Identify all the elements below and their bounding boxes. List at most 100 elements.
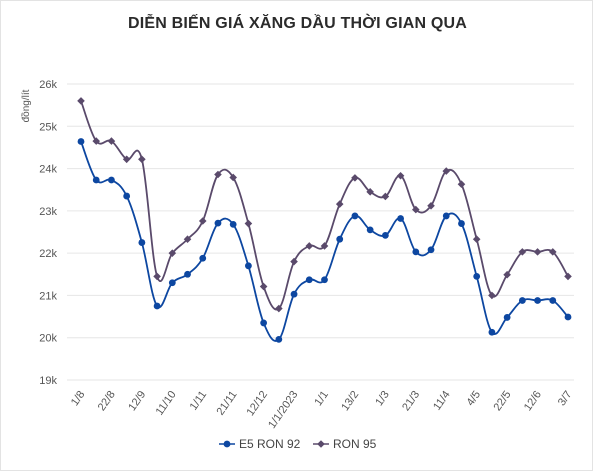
data-point[interactable] (275, 304, 283, 313)
x-tick-label: 22/5 (491, 389, 513, 413)
data-point[interactable] (381, 192, 390, 201)
data-point[interactable] (457, 180, 466, 189)
legend-label: RON 95 (333, 437, 377, 451)
data-point[interactable] (518, 248, 527, 256)
x-tick-label: 1/8 (69, 389, 88, 408)
data-point[interactable] (275, 336, 283, 343)
x-tick-label: 4/5 (465, 389, 484, 408)
data-point[interactable] (153, 302, 161, 310)
data-point[interactable] (412, 205, 420, 214)
data-point[interactable] (245, 262, 252, 270)
y-tick-label: 19k (39, 375, 57, 387)
data-point[interactable] (427, 201, 435, 210)
y-tick-label: 26k (39, 79, 57, 91)
data-point[interactable] (336, 235, 344, 243)
data-point[interactable] (488, 328, 496, 336)
data-point[interactable] (77, 138, 85, 145)
data-point[interactable] (305, 276, 313, 284)
data-point[interactable] (138, 239, 146, 246)
series-group (77, 97, 572, 343)
grid-lines (67, 83, 574, 381)
x-tick-label: 1/1 (312, 389, 331, 408)
data-point[interactable] (472, 235, 481, 243)
data-point[interactable] (244, 219, 253, 228)
data-point[interactable] (214, 170, 222, 179)
data-point[interactable] (168, 249, 177, 257)
data-point[interactable] (183, 235, 192, 243)
legend-item[interactable]: E5 RON 92 (219, 437, 301, 451)
x-tick-label: 12/9 (126, 389, 148, 413)
data-point[interactable] (442, 167, 451, 175)
x-tick-label: 11/10 (154, 389, 179, 418)
data-point[interactable] (122, 155, 131, 164)
y-tick-label: 21k (39, 290, 57, 302)
data-point[interactable] (184, 270, 191, 278)
data-point[interactable] (259, 282, 268, 291)
data-point[interactable] (473, 273, 481, 280)
data-point[interactable] (518, 297, 526, 304)
data-point[interactable] (548, 248, 557, 256)
series-line (80, 141, 569, 342)
data-point[interactable] (108, 176, 115, 184)
data-point[interactable] (198, 217, 207, 225)
series-ron-95 (77, 97, 572, 313)
data-point[interactable] (138, 155, 146, 164)
data-point[interactable] (229, 173, 237, 182)
data-point[interactable] (397, 215, 404, 222)
data-point[interactable] (335, 200, 344, 208)
data-point[interactable] (381, 231, 389, 239)
data-point[interactable] (458, 220, 465, 227)
x-tick-label: 12/6 (522, 389, 544, 413)
data-point[interactable] (229, 220, 237, 228)
x-tick-label: 21/11 (214, 389, 239, 418)
data-point[interactable] (123, 192, 131, 200)
x-tick-label: 12/12 (244, 389, 270, 418)
data-point[interactable] (366, 188, 374, 196)
data-point[interactable] (351, 174, 359, 182)
data-point[interactable] (549, 297, 557, 304)
data-point[interactable] (564, 272, 572, 281)
data-point[interactable] (260, 319, 268, 327)
data-point[interactable] (290, 257, 298, 266)
data-point[interactable] (412, 248, 420, 256)
data-point[interactable] (503, 314, 511, 321)
data-point[interactable] (488, 291, 496, 300)
y-tick-label: 22k (39, 248, 57, 260)
x-tick-label: 1/1/2023 (266, 389, 300, 431)
data-point[interactable] (427, 246, 435, 254)
data-point[interactable] (107, 137, 116, 145)
data-point[interactable] (366, 226, 374, 234)
data-point[interactable] (305, 242, 314, 250)
y-axis-label: đồng/lít (20, 89, 32, 122)
x-tick-label: 3/7 (556, 389, 575, 408)
data-point[interactable] (77, 97, 85, 105)
data-point[interactable] (564, 313, 572, 321)
x-axis-ticks: 1/8 22/8 12/9 11/10 1/11 21/11 12/121/1/2023 1/… (69, 389, 575, 431)
legend-item[interactable]: RON 95 (313, 437, 377, 451)
data-point[interactable] (199, 254, 207, 262)
y-tick-label: 20k (39, 333, 57, 345)
chart-title: DIỄN BIẾN GIÁ XĂNG DẦU THỜI GIAN QUA (127, 15, 468, 32)
data-point[interactable] (290, 290, 298, 298)
data-point[interactable] (503, 270, 511, 279)
data-point[interactable] (351, 212, 359, 220)
data-point[interactable] (320, 242, 329, 250)
data-point[interactable] (442, 212, 450, 220)
data-point[interactable] (321, 276, 328, 284)
x-tick-label: 13/2 (339, 389, 361, 413)
data-point[interactable] (396, 171, 405, 180)
data-point[interactable] (92, 176, 100, 184)
data-point[interactable] (533, 248, 542, 256)
y-axis-ticks: 19k 20k 21k 22k 23k 24k 25k 26k (39, 79, 57, 387)
data-point[interactable] (214, 219, 222, 227)
data-point[interactable] (534, 297, 541, 304)
data-point[interactable] (168, 279, 176, 287)
legend: E5 RON 92 RON 95 (219, 437, 377, 451)
data-point[interactable] (92, 137, 101, 145)
series-e5-ron-92 (77, 138, 572, 343)
y-tick-label: 23k (39, 206, 57, 218)
x-tick-label: 1/3 (373, 389, 392, 408)
data-point[interactable] (153, 272, 161, 281)
